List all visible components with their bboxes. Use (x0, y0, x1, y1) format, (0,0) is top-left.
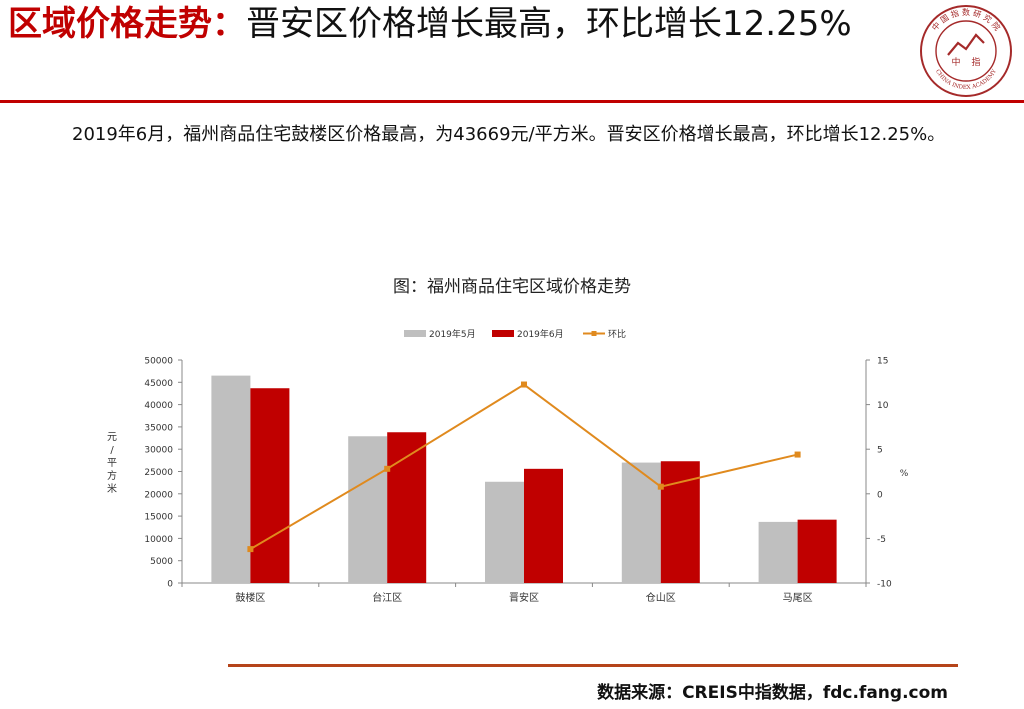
bar-2-台江区 (387, 432, 427, 583)
chart-title: 图：福州商品住宅区域价格走势 (393, 277, 631, 297)
summary-text: 2019年6月，福州商品住宅鼓楼区价格最高，为43669元/平方米。晋安区价格增… (72, 124, 946, 145)
legend-label-2: 2019年6月 (517, 328, 564, 340)
right-tick-label: -5 (877, 535, 886, 545)
category-label: 仓山区 (646, 591, 676, 604)
logo-center-text-2: 指 (971, 56, 980, 68)
left-tick-label: 20000 (144, 490, 173, 500)
left-tick-label: 45000 (144, 379, 173, 389)
left-axis-label-char: 平 (107, 458, 117, 469)
footer-divider (228, 664, 958, 667)
left-axis-label-char: 方 (107, 469, 117, 482)
bar-1-台江区 (348, 436, 388, 583)
category-label: 晋安区 (509, 591, 539, 604)
mom-growth-point-鼓楼区 (247, 546, 254, 553)
right-tick-label: -10 (877, 580, 892, 590)
bar-1-晋安区 (485, 481, 524, 583)
left-tick-label: 10000 (144, 535, 173, 545)
data-source: 数据来源：CREIS中指数据，fdc.fang.com (597, 683, 948, 703)
left-tick-label: 35000 (144, 423, 173, 433)
bar-2-晋安区 (524, 468, 563, 583)
left-axis-label-char: 元 (107, 432, 117, 443)
right-tick-label: 15 (877, 357, 888, 367)
logo-center-text-1: 中 (951, 56, 960, 68)
right-axis-label: % (900, 469, 909, 479)
slide-title-rest: 晋安区价格增长最高，环比增长12.25% (246, 4, 852, 44)
left-axis-label-char: / (110, 445, 114, 456)
left-tick-label: 15000 (144, 513, 173, 523)
left-tick-label: 50000 (144, 357, 173, 367)
bar-1-仓山区 (621, 462, 661, 583)
legend-label-3: 环比 (608, 328, 626, 340)
legend-marker-3 (591, 331, 597, 336)
legend-swatch-2 (492, 330, 514, 337)
bar-2-鼓楼区 (250, 388, 290, 583)
bar-1-马尾区 (758, 521, 798, 583)
category-label: 鼓楼区 (235, 591, 265, 604)
right-tick-label: 5 (877, 446, 883, 456)
bar-1-鼓楼区 (211, 375, 251, 583)
left-tick-label: 0 (167, 580, 173, 590)
mom-growth-point-仓山区 (657, 483, 664, 490)
category-label: 马尾区 (783, 592, 813, 604)
category-label: 台江区 (372, 591, 402, 604)
left-axis-label-char: 米 (107, 482, 117, 495)
china-index-academy-logo: 中 国 指 数 研 究 院 CHINA INDEX ACADEMY 中 指 (920, 5, 1012, 97)
summary-paragraph: 2019年6月，福州商品住宅鼓楼区价格最高，为43669元/平方米。晋安区价格增… (36, 117, 996, 153)
slide-title: 区域价格走势：晋安区价格增长最高，环比增长12.25% (8, 2, 908, 46)
right-tick-label: 10 (877, 401, 889, 411)
left-tick-label: 40000 (144, 401, 173, 411)
mom-growth-point-台江区 (384, 465, 391, 472)
mom-growth-point-马尾区 (794, 451, 801, 458)
title-divider (0, 100, 1024, 103)
legend-label-1: 2019年5月 (429, 328, 476, 340)
left-tick-label: 25000 (144, 468, 173, 478)
slide-title-accent: 区域价格走势： (8, 4, 246, 44)
mom-growth-point-晋安区 (521, 381, 527, 388)
legend-swatch-1 (404, 330, 426, 337)
right-tick-label: 0 (877, 490, 883, 500)
left-tick-label: 30000 (144, 446, 173, 456)
bar-2-马尾区 (797, 519, 837, 583)
left-tick-label: 5000 (150, 557, 173, 567)
